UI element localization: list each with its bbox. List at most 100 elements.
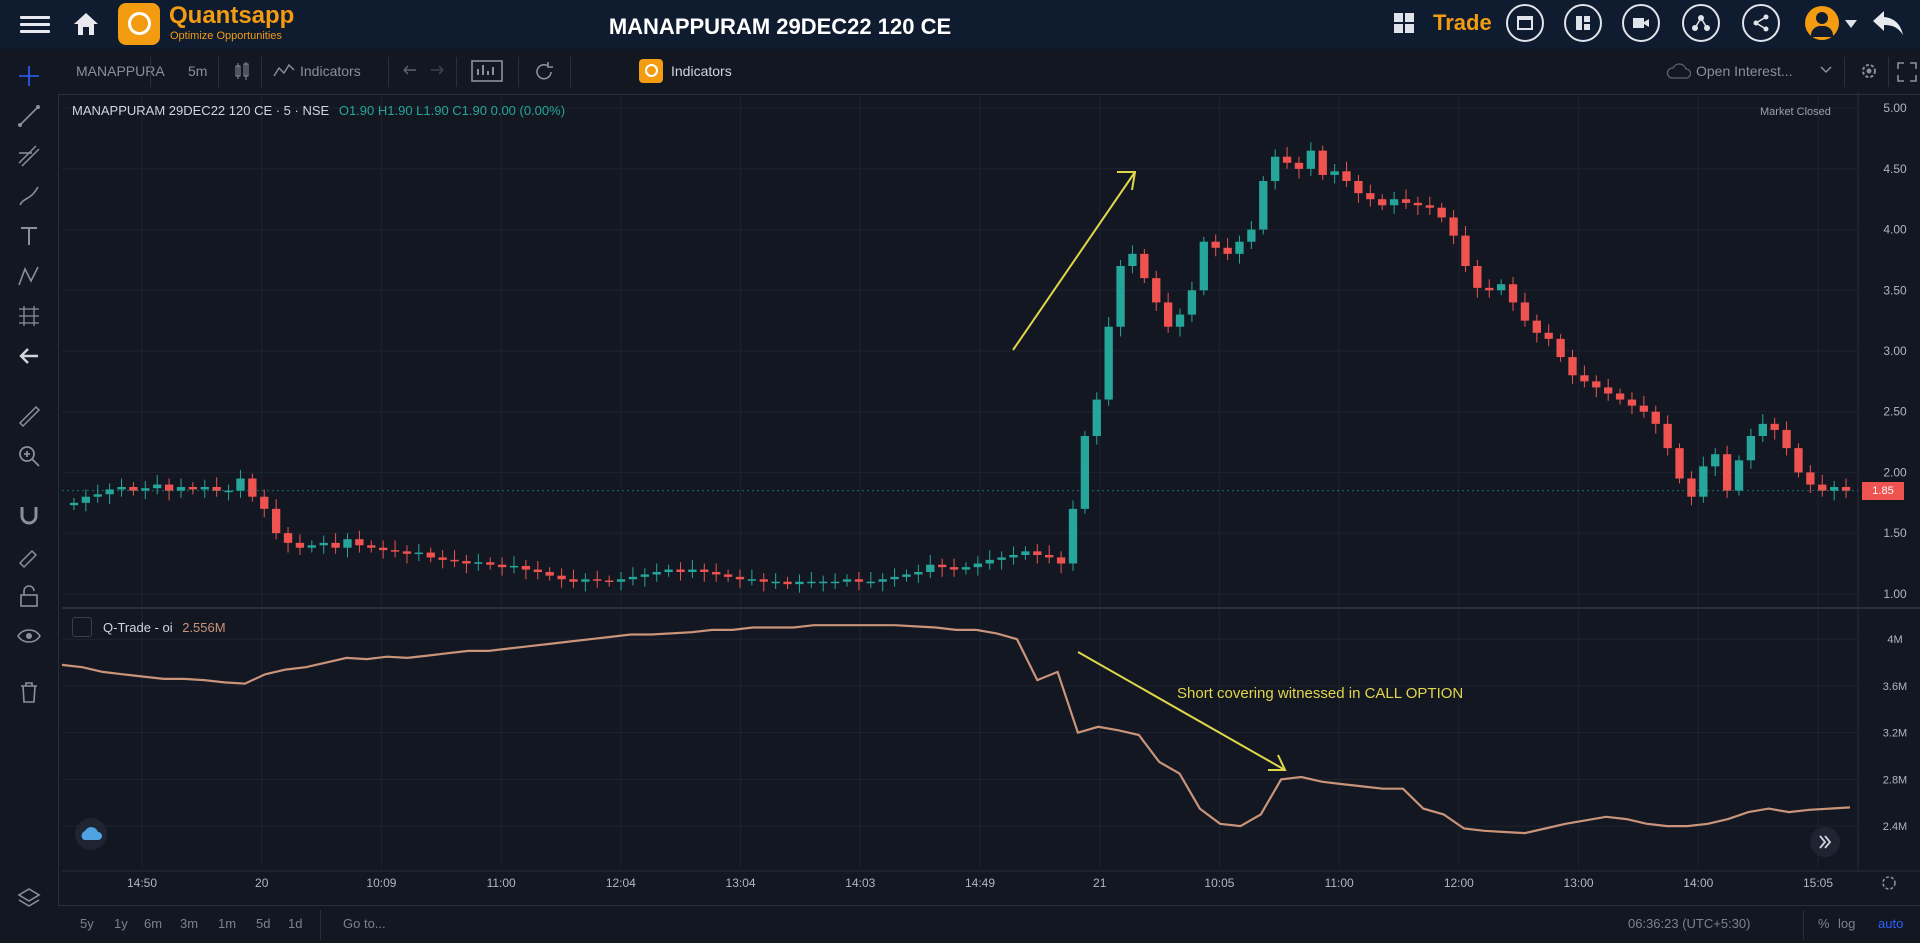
cloud-save-button[interactable] <box>75 818 107 850</box>
candle <box>1473 266 1482 288</box>
y-tick-label: 2.00 <box>1883 465 1907 479</box>
bottom-toolbar: 5y 1y 6m 3m 1m 5d 1d Go to... 06:36:23 (… <box>58 905 1920 943</box>
video-icon[interactable] <box>1622 4 1660 42</box>
scroll-to-realtime-button[interactable] <box>1810 827 1840 857</box>
candle <box>1580 375 1589 382</box>
range-5y[interactable]: 5y <box>80 916 94 931</box>
open-interest-select[interactable]: Open Interest... <box>1696 63 1793 79</box>
apps-icon[interactable] <box>1393 12 1415 34</box>
candle <box>1829 487 1839 491</box>
drawing-toolbar <box>0 49 59 942</box>
range-3m[interactable]: 3m <box>180 916 199 931</box>
indicators-button[interactable]: Indicators <box>300 63 361 79</box>
pencil-lock-icon[interactable] <box>16 543 42 569</box>
back-icon[interactable] <box>1870 7 1906 39</box>
candle <box>271 508 281 534</box>
home-icon[interactable] <box>70 8 102 40</box>
fullscreen-icon[interactable] <box>1896 61 1918 83</box>
range-1d[interactable]: 1d <box>288 916 303 931</box>
candle <box>1247 229 1256 242</box>
candle <box>1068 508 1078 564</box>
brand-logo-icon[interactable] <box>118 3 160 45</box>
trend-arrow-up-head <box>1117 171 1137 191</box>
candle <box>926 564 935 572</box>
candle <box>69 502 79 506</box>
symbol-search[interactable]: MANAPPURA <box>76 63 165 79</box>
lock-icon[interactable] <box>16 583 42 609</box>
top-bar: Quantsapp Optimize Opportunities MANAPPU… <box>0 0 1920 49</box>
candle <box>1722 454 1732 491</box>
candle-style-icon[interactable] <box>233 61 251 81</box>
text-tool-icon[interactable] <box>16 223 42 249</box>
indicators-icon[interactable] <box>273 62 295 80</box>
collapse-pane-button[interactable] <box>72 617 92 637</box>
log-toggle[interactable]: log <box>1838 916 1856 931</box>
q-indicators-button[interactable]: Indicators <box>671 63 732 79</box>
percent-toggle[interactable]: % <box>1818 916 1830 931</box>
chevron-down-icon[interactable] <box>1845 20 1857 28</box>
candle <box>700 569 709 572</box>
eye-icon[interactable] <box>16 623 42 649</box>
candle <box>224 490 233 493</box>
trash-icon[interactable] <box>16 679 42 705</box>
window-icon[interactable] <box>1506 4 1544 42</box>
layers-icon[interactable] <box>16 885 42 911</box>
y-tick-label: 5.00 <box>1883 101 1907 115</box>
range-1m[interactable]: 1m <box>218 916 237 931</box>
range-1y[interactable]: 1y <box>114 916 128 931</box>
brush-icon[interactable] <box>16 183 42 209</box>
candle <box>545 572 554 576</box>
arrow-left-icon[interactable] <box>16 343 42 369</box>
candle <box>628 576 638 580</box>
interval-select[interactable]: 5m <box>188 63 208 79</box>
range-6m[interactable]: 6m <box>144 916 163 931</box>
trend-line-icon[interactable] <box>16 103 42 129</box>
range-5d[interactable]: 5d <box>256 916 271 931</box>
candle <box>1354 181 1363 194</box>
share-icon[interactable] <box>1742 4 1780 42</box>
x-tick-label: 10:09 <box>366 876 396 890</box>
candle <box>1485 287 1494 291</box>
pattern-icon[interactable] <box>16 263 42 289</box>
chevron-down-icon[interactable] <box>1820 66 1832 74</box>
screenshot-icon[interactable] <box>470 57 504 85</box>
candle <box>1104 326 1113 400</box>
trend-arrow-down <box>1077 651 1286 771</box>
candle <box>1711 454 1720 467</box>
gear-icon[interactable] <box>1858 60 1880 82</box>
redo-icon[interactable] <box>428 62 446 78</box>
zoom-icon[interactable] <box>16 443 42 469</box>
candle <box>1532 320 1541 333</box>
undo-icon[interactable] <box>401 62 419 78</box>
x-tick-label: 20 <box>255 876 269 890</box>
oi-y-tick-label: 4M <box>1887 634 1902 646</box>
ruler-icon[interactable] <box>16 403 42 429</box>
menu-icon[interactable] <box>20 12 50 36</box>
layout-icon[interactable] <box>1564 4 1602 42</box>
network-icon[interactable] <box>1682 4 1720 42</box>
candle <box>866 581 875 584</box>
candle <box>248 478 257 497</box>
cloud-icon[interactable] <box>1666 62 1692 80</box>
candle <box>176 487 186 491</box>
goto-button[interactable]: Go to... <box>343 916 386 931</box>
candle <box>509 565 519 568</box>
candle <box>105 489 114 495</box>
axis-settings-icon[interactable] <box>1880 874 1898 892</box>
y-tick-label: 4.00 <box>1883 223 1907 237</box>
measure-icon[interactable] <box>16 303 42 329</box>
candle <box>1413 202 1423 206</box>
refresh-icon[interactable] <box>533 61 555 83</box>
q-indicators-icon[interactable] <box>639 59 663 83</box>
y-tick-label: 4.50 <box>1883 162 1907 176</box>
magnet-icon[interactable] <box>16 503 42 529</box>
crosshair-icon[interactable] <box>16 63 42 89</box>
user-icon[interactable] <box>1805 6 1839 40</box>
fib-icon[interactable] <box>16 143 42 169</box>
candle <box>426 552 435 558</box>
x-tick-label: 10:05 <box>1204 876 1234 890</box>
auto-toggle[interactable]: auto <box>1878 916 1904 931</box>
candle <box>1045 555 1054 558</box>
trade-button[interactable]: Trade <box>1433 10 1492 35</box>
